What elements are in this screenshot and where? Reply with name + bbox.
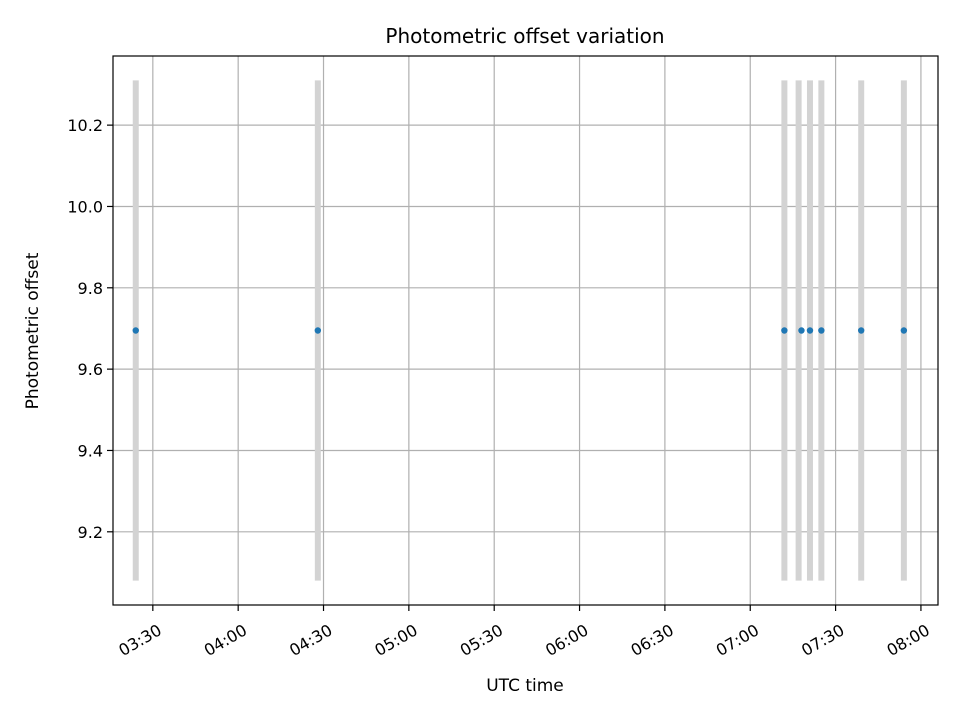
data-point (781, 327, 788, 334)
y-tick-label: 10.0 (67, 197, 103, 216)
data-point (806, 327, 814, 334)
data-point (818, 327, 825, 334)
y-tick-label: 9.6 (78, 360, 103, 379)
chart-title: Photometric offset variation (385, 24, 664, 48)
y-axis: 9.2 9.4 9.6 9.8 10.0 10.2 (67, 116, 113, 542)
y-tick-label: 9.2 (78, 523, 103, 542)
y-tick-label: 10.2 (67, 116, 103, 135)
plot-frame (112, 55, 939, 606)
x-axis-title: UTC time (486, 676, 564, 696)
y-tick-label: 9.8 (78, 279, 103, 298)
data-point (132, 327, 139, 334)
data-point (798, 327, 805, 334)
y-tick-label: 9.4 (78, 441, 103, 460)
data-points (132, 327, 908, 334)
data-point (900, 327, 908, 334)
data-point (314, 327, 322, 334)
y-axis-title: Photometric offset (23, 252, 43, 409)
data-point (857, 327, 865, 334)
